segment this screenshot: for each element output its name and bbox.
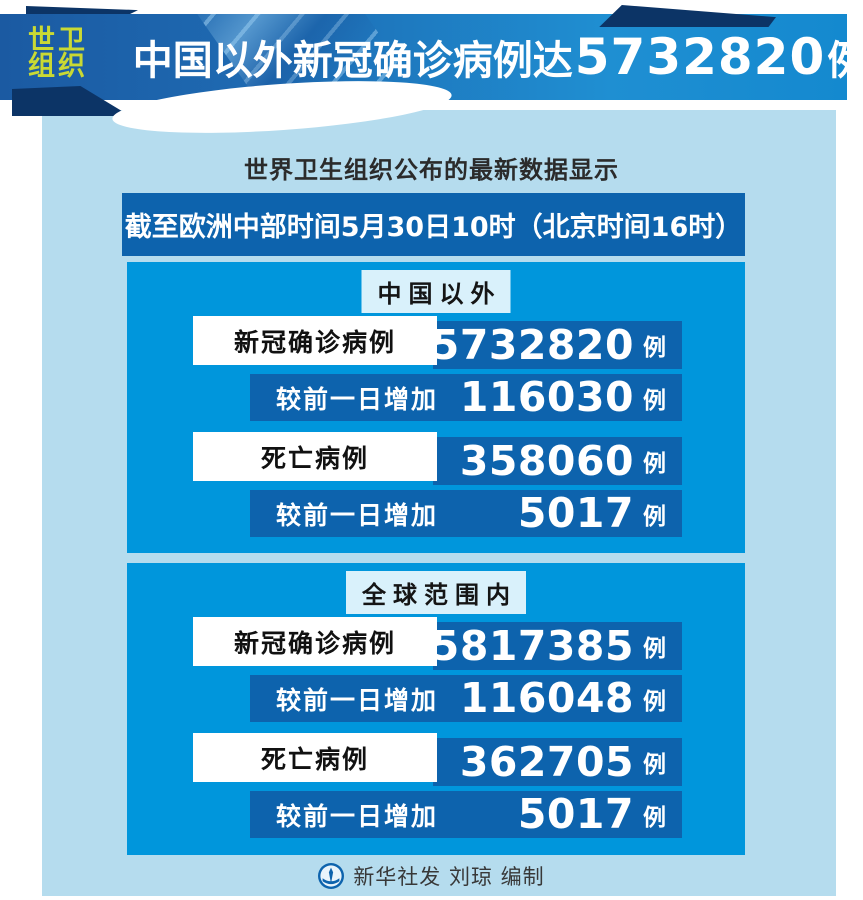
stat-label: 较前一日增加 bbox=[276, 685, 439, 715]
stat-unit: 例 bbox=[643, 335, 666, 361]
stat-row-confirmed: 新冠确诊病例 5732820 例 bbox=[193, 316, 682, 369]
stat-label: 新冠确诊病例 bbox=[233, 628, 396, 658]
section-global: 全球范围内 新冠确诊病例 5817385 例 较前一日增加 116048 例 死… bbox=[127, 563, 745, 855]
stat-value: 5017 bbox=[517, 790, 634, 838]
stat-unit: 例 bbox=[643, 636, 666, 662]
stat-unit: 例 bbox=[643, 503, 666, 530]
stat-unit: 例 bbox=[643, 387, 666, 414]
stat-value-box: 358060 例 bbox=[433, 437, 682, 485]
stat-label: 较前一日增加 bbox=[276, 801, 439, 831]
stat-value-box: 362705 例 bbox=[433, 738, 682, 786]
stat-label: 较前一日增加 bbox=[276, 384, 439, 414]
stat-value-box: 5817385 例 bbox=[430, 621, 682, 670]
who-badge: 世卫 组织 bbox=[28, 25, 88, 82]
stat-unit: 例 bbox=[643, 688, 666, 715]
stat-label: 死亡病例 bbox=[260, 744, 369, 774]
stat-unit: 例 bbox=[643, 451, 666, 477]
badge-line1: 世卫 bbox=[28, 25, 88, 56]
stat-label: 死亡病例 bbox=[260, 443, 369, 473]
credit-text: 新华社发 刘琼 编制 bbox=[353, 865, 545, 889]
timestamp-bar: 截至欧洲中部时间5月30日10时（北京时间16时） bbox=[122, 193, 745, 256]
title-number: 5732820 bbox=[574, 28, 826, 86]
stat-label: 新冠确诊病例 bbox=[233, 327, 396, 357]
stat-value: 116048 bbox=[459, 674, 634, 722]
badge-line2: 组织 bbox=[28, 51, 88, 82]
stat-row-confirmed: 新冠确诊病例 5817385 例 bbox=[193, 617, 682, 670]
stat-label-box: 新冠确诊病例 bbox=[193, 617, 437, 666]
stat-label: 较前一日增加 bbox=[276, 500, 439, 530]
stat-unit: 例 bbox=[643, 752, 666, 778]
stat-row-daily-increase: 较前一日增加 116048 例 bbox=[250, 675, 682, 722]
section-outside-china: 中国以外 新冠确诊病例 5732820 例 较前一日增加 116030 例 死亡… bbox=[127, 262, 745, 553]
stat-value: 358060 bbox=[459, 436, 634, 485]
stat-value-box: 5732820 例 bbox=[430, 320, 682, 369]
stat-label-box: 新冠确诊病例 bbox=[193, 316, 437, 365]
title-suffix: 例 bbox=[827, 38, 863, 84]
stat-unit: 例 bbox=[643, 804, 666, 831]
stat-row-daily-increase: 较前一日增加 5017 例 bbox=[250, 791, 682, 838]
stat-value: 5817385 bbox=[430, 621, 634, 670]
stat-label-box: 死亡病例 bbox=[193, 432, 437, 481]
stat-value: 5017 bbox=[517, 489, 634, 537]
stat-value: 5732820 bbox=[430, 320, 634, 369]
xinhua-logo-icon bbox=[318, 863, 345, 889]
stat-value: 362705 bbox=[459, 737, 634, 786]
stat-value: 116030 bbox=[459, 373, 634, 421]
stat-row-daily-increase: 较前一日增加 116030 例 bbox=[250, 374, 682, 421]
stat-label-box: 死亡病例 bbox=[193, 733, 437, 782]
section-title: 中国以外 bbox=[361, 270, 511, 313]
section-title: 全球范围内 bbox=[346, 571, 526, 614]
page-title: 中国以外新冠确诊病例达 5732820 例 bbox=[133, 16, 863, 98]
stat-row-daily-increase: 较前一日增加 5017 例 bbox=[250, 490, 682, 537]
footer-credit: 新华社发 刘琼 编制 bbox=[0, 861, 863, 891]
stat-row-deaths: 死亡病例 362705 例 bbox=[193, 733, 682, 786]
subtitle: 世界卫生组织公布的最新数据显示 bbox=[244, 156, 619, 184]
stat-row-deaths: 死亡病例 358060 例 bbox=[193, 432, 682, 485]
title-prefix: 中国以外新冠确诊病例达 bbox=[132, 38, 573, 84]
